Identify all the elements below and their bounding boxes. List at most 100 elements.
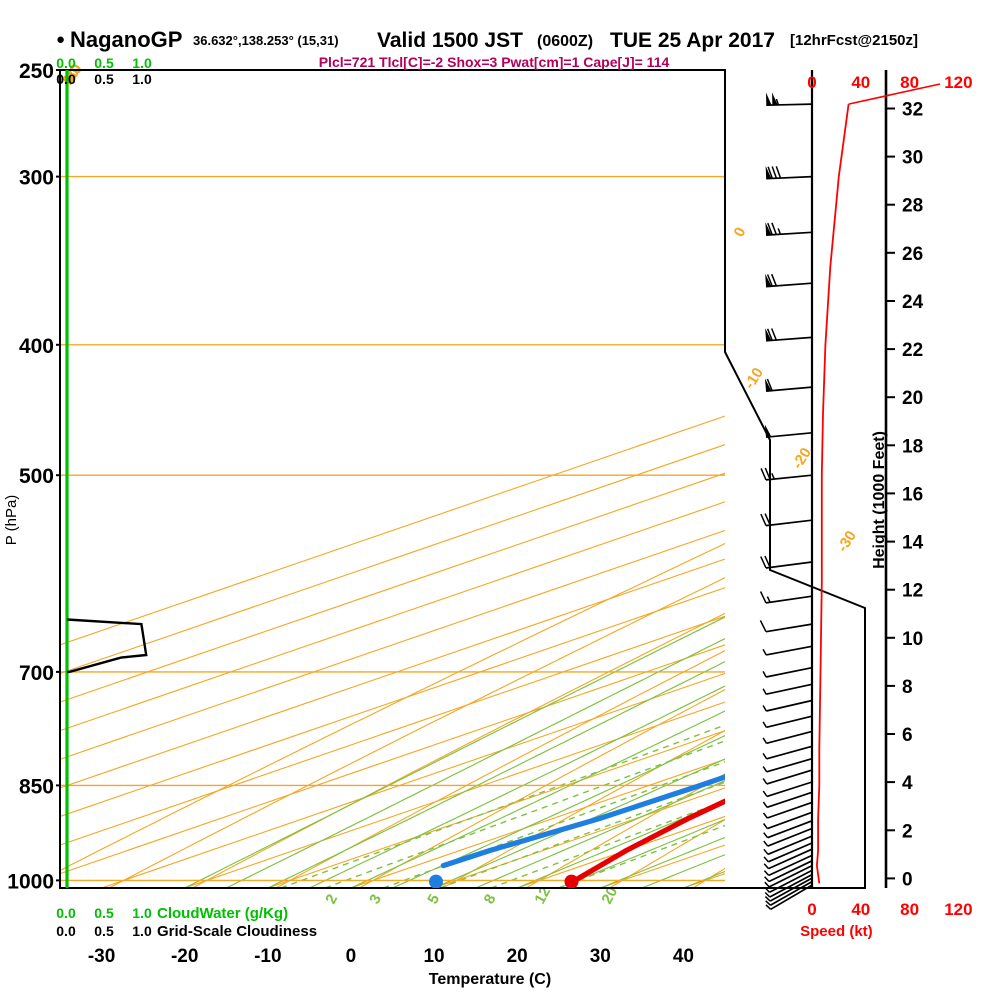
wind-barb	[762, 683, 813, 696]
cloud-scales: 0.00.00.00.00.50.50.50.51.01.01.01.0Clou…	[56, 55, 317, 940]
temperature-tick-label: 20	[507, 946, 528, 967]
wind-barb	[759, 591, 813, 604]
wind-pennant	[765, 273, 772, 287]
pressure-tick-label: 300	[19, 167, 54, 190]
height-tick-label: 6	[902, 725, 913, 746]
sounding-traces	[428, 774, 725, 888]
wind-speed-curve	[815, 103, 850, 884]
cloudwater-scale-bottom: 0.5	[94, 905, 114, 921]
surface-temperature-marker	[564, 874, 579, 888]
wind-barb	[762, 715, 813, 729]
isotherm-labels: 100-10-20-300-10-20-30	[59, 61, 860, 555]
station-name: NaganoGP	[70, 27, 182, 52]
wind-barb	[766, 92, 813, 107]
dewpoint-curve	[440, 774, 725, 869]
wind-barb	[762, 699, 813, 712]
cloudwater-axis-label: CloudWater (g/Kg)	[157, 905, 288, 922]
height-tick-label: 12	[902, 581, 923, 602]
cloudiness-scale-top: 1.0	[132, 71, 152, 87]
wind-barb	[762, 745, 813, 760]
height-tick-label: 14	[902, 533, 924, 554]
wind-barb	[764, 869, 813, 894]
temperature-axis: -30 -20 -10 0 10 20 30 40 Temperature (C)	[88, 946, 694, 988]
isotherm-label-right: 0	[731, 225, 750, 240]
wind-barb	[765, 165, 813, 180]
temperature-tick-label: -10	[254, 946, 281, 967]
wind-barb	[762, 666, 813, 678]
height-tick-label: 8	[902, 677, 913, 698]
mixing-ratio-label: 12	[531, 884, 554, 907]
wind-barb	[762, 730, 813, 745]
speed-tick-label-bottom: 0	[807, 900, 816, 919]
pressure-axis-label: P (hPa)	[3, 495, 20, 546]
cloudiness-scale-top: 0.5	[94, 71, 114, 87]
height-tick-label: 16	[902, 484, 923, 505]
wind-barb	[762, 645, 813, 656]
height-tick-label: 26	[902, 244, 923, 265]
wind-pennant	[764, 378, 772, 392]
cloudiness-axis-label: Grid-Scale Cloudiness	[157, 923, 317, 940]
wind-barb	[760, 555, 813, 569]
isotherm-label-right: -30	[834, 528, 860, 555]
wind-barb	[763, 827, 813, 847]
pressure-tick-label: 400	[19, 335, 54, 358]
cloudwater-scale-top: 0.0	[56, 55, 76, 71]
height-axis-label: Height (1000 Feet)	[871, 431, 888, 569]
wind-barb	[764, 378, 813, 392]
wind-barb	[762, 791, 813, 809]
wind-pennant	[765, 328, 772, 341]
temperature-curve	[572, 798, 725, 884]
temperature-tick-label: -30	[88, 946, 115, 967]
mixing-ratio-label: 5	[424, 892, 443, 907]
speed-tick-label-top: 40	[851, 73, 870, 92]
wind-barb	[765, 273, 813, 288]
wind-pennant	[765, 222, 772, 236]
wind-barb	[760, 467, 813, 481]
cloudiness-scale-top: 0.0	[56, 71, 76, 87]
height-tick-label: 22	[902, 340, 923, 361]
pressure-tick-label: 500	[19, 465, 54, 488]
cloudiness-curve	[66, 618, 148, 674]
cloudwater-scale-top: 1.0	[132, 55, 152, 71]
cloudwater-scale-bottom: 1.0	[132, 905, 152, 921]
wind-barb	[765, 884, 813, 911]
wind-barb	[764, 873, 813, 898]
wind-pennant	[765, 165, 772, 179]
station-bullet-icon: ●	[56, 31, 65, 48]
speed-tick-label-top: 0	[807, 73, 816, 92]
cloudiness-scale-bottom: 0.0	[56, 923, 76, 939]
wind-barb	[763, 854, 813, 877]
wind-barb	[760, 513, 813, 527]
height-tick-label: 4	[902, 773, 913, 794]
pressure-tick-label: 850	[19, 775, 54, 798]
wind-barb	[762, 757, 813, 773]
forecast-info: [12hrFcst@2150z]	[790, 32, 918, 49]
valid-time-utc: (0600Z)	[537, 33, 593, 50]
surface-dewpoint-marker	[428, 874, 443, 888]
isotherm-label-right: -10	[741, 365, 767, 392]
height-tick-label: 24	[902, 292, 924, 313]
temperature-tick-label: -20	[171, 946, 198, 967]
height-tick-label: 2	[902, 821, 913, 842]
plot-frame	[59, 69, 866, 889]
wind-barb	[764, 877, 813, 902]
speed-tick-label-bottom: 120	[944, 900, 972, 919]
wind-barb	[764, 860, 813, 883]
height-profile-extension	[848, 83, 941, 105]
wind-barb	[762, 801, 813, 819]
wind-barb	[765, 880, 813, 906]
mixing-ratio-label: 3	[366, 892, 385, 907]
wind-barb	[762, 811, 813, 830]
wind-barb	[762, 769, 813, 785]
sounding-stats-line: Plcl=721 Tlcl[C]=-2 Shox=3 Pwat[cm]=1 Ca…	[319, 54, 670, 70]
pressure-tick-label: 250	[19, 60, 54, 83]
wind-barb	[764, 864, 813, 888]
cloudwater-scale-bottom: 0.0	[56, 905, 76, 921]
pressure-tick-label: 700	[19, 662, 54, 685]
wind-barb	[763, 820, 813, 839]
speed-axis-label: Speed (kt)	[800, 923, 873, 940]
wind-barb	[762, 781, 813, 798]
